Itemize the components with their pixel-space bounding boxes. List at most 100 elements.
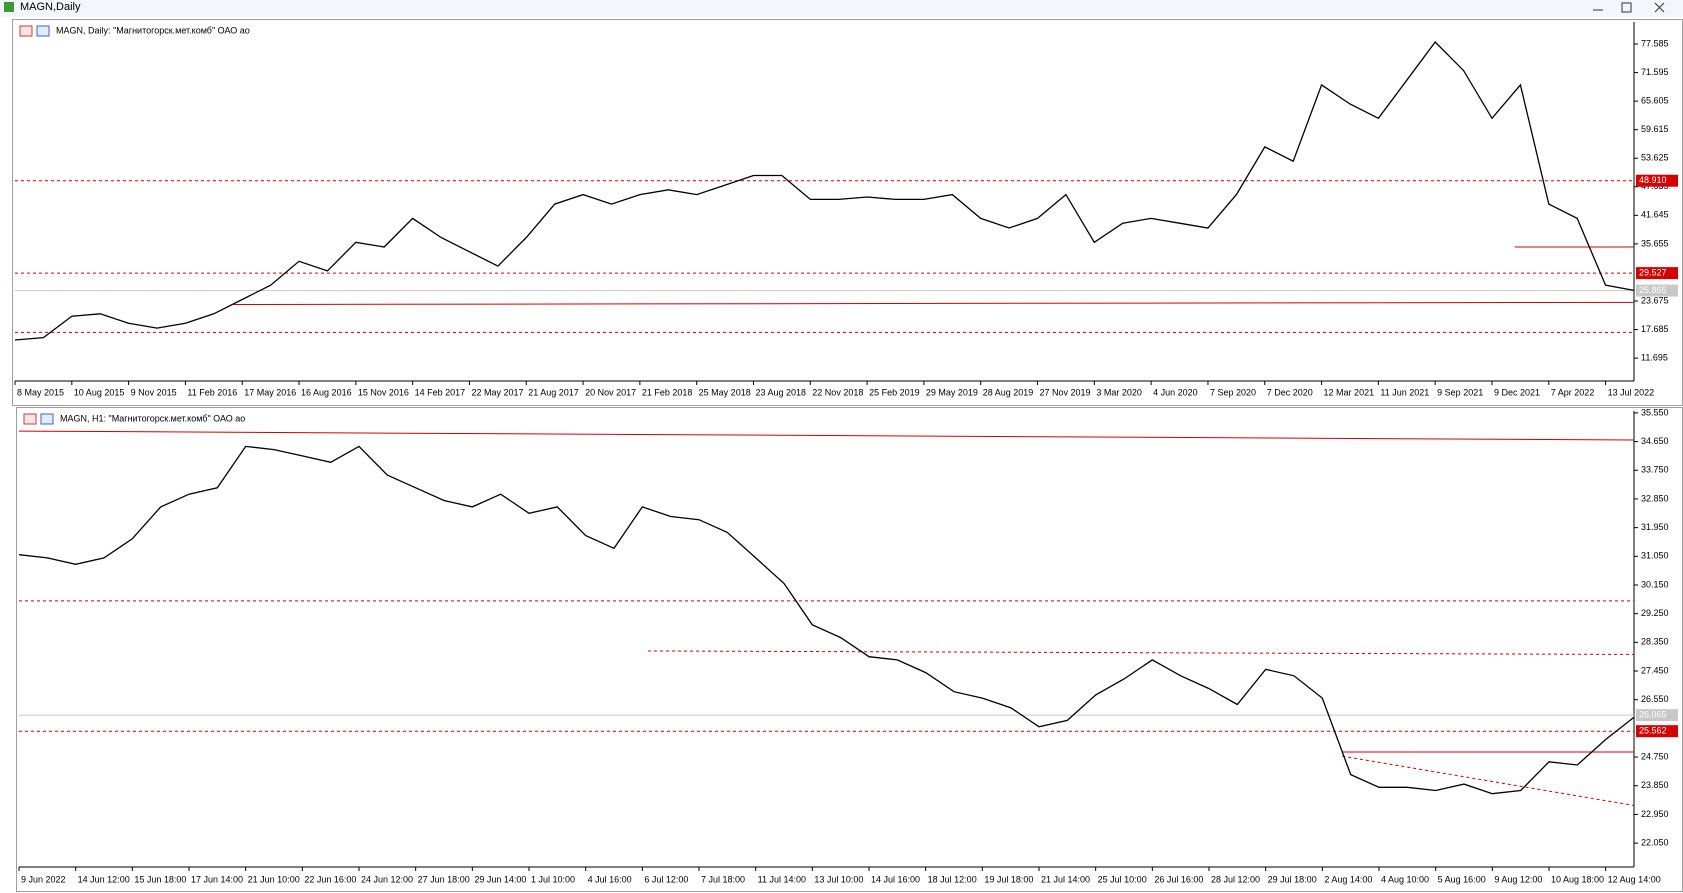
x-tick-label: 9 Sep 2021 <box>1437 387 1483 397</box>
y-tick-label: 31.050 <box>1641 551 1669 561</box>
toolbar-icon[interactable] <box>23 413 37 425</box>
x-tick-label: 18 Jul 12:00 <box>928 874 977 884</box>
x-tick-label: 3 Mar 2020 <box>1096 387 1142 397</box>
y-tick-label: 71.595 <box>1641 67 1669 77</box>
x-tick-label: 7 Dec 2020 <box>1267 387 1313 397</box>
price-line <box>18 445 1635 795</box>
x-tick-label: 7 Apr 2022 <box>1551 387 1595 397</box>
trend-line <box>1342 755 1635 806</box>
y-tick-label: 28.350 <box>1641 637 1669 647</box>
x-tick-label: 26 Jul 16:00 <box>1154 874 1203 884</box>
y-tick-label: 32.850 <box>1641 493 1669 503</box>
x-tick-label: 29 Jul 18:00 <box>1268 874 1317 884</box>
y-tick-label: 27.450 <box>1641 665 1669 675</box>
window-icon <box>4 2 14 12</box>
chart-header: MAGN, Daily: "Магнитогорск.мет.комб" ОАО… <box>56 25 250 35</box>
x-tick-label: 1 Jul 10:00 <box>531 874 575 884</box>
x-tick-label: 25 Feb 2019 <box>869 387 920 397</box>
price-tag <box>1636 284 1678 297</box>
window-title: MAGN,Daily <box>20 1 81 13</box>
x-tick-label: 28 Aug 2019 <box>983 387 1034 397</box>
y-tick-label: 11.695 <box>1641 353 1668 363</box>
x-tick-label: 21 Aug 2017 <box>528 387 579 397</box>
close-button[interactable] <box>1654 2 1665 13</box>
x-tick-label: 28 Jul 12:00 <box>1211 874 1260 884</box>
x-tick-label: 25 May 2018 <box>699 387 751 397</box>
x-tick-label: 10 Aug 18:00 <box>1551 874 1604 884</box>
price-tag-label: 29.527 <box>1639 267 1667 277</box>
y-tick-label: 22.050 <box>1641 837 1669 847</box>
price-line <box>14 41 1635 341</box>
x-tick-label: 22 Jun 16:00 <box>304 874 356 884</box>
price-tag-label: 25.865 <box>1639 285 1667 295</box>
x-tick-label: 29 Jun 14:00 <box>474 874 526 884</box>
toolbar-icon[interactable] <box>40 413 54 425</box>
x-tick-label: 12 Aug 14:00 <box>1608 874 1661 884</box>
x-tick-label: 29 May 2019 <box>926 387 978 397</box>
y-tick-label: 26.550 <box>1641 694 1669 704</box>
x-tick-label: 7 Sep 2020 <box>1210 387 1256 397</box>
y-tick-label: 17.685 <box>1641 324 1669 334</box>
y-tick-label: 23.850 <box>1641 780 1669 790</box>
price-tag-label: 48.910 <box>1639 175 1667 185</box>
toolbar-icon[interactable] <box>36 25 50 37</box>
x-tick-label: 21 Feb 2018 <box>642 387 693 397</box>
y-tick-label: 31.950 <box>1641 522 1669 532</box>
x-tick-label: 13 Jul 10:00 <box>814 874 863 884</box>
x-tick-label: 19 Jul 18:00 <box>984 874 1033 884</box>
x-tick-label: 9 Dec 2021 <box>1494 387 1540 397</box>
x-tick-label: 21 Jul 14:00 <box>1041 874 1090 884</box>
y-tick-label: 29.250 <box>1641 608 1669 618</box>
y-tick-label: 22.950 <box>1641 809 1669 819</box>
price-tag-label: 25.562 <box>1639 726 1667 736</box>
y-tick-label: 65.605 <box>1641 95 1669 105</box>
x-tick-label: 12 Mar 2021 <box>1324 387 1375 397</box>
x-tick-label: 4 Jul 16:00 <box>588 874 632 884</box>
x-tick-label: 9 Nov 2015 <box>131 387 177 397</box>
chart-panel <box>16 407 1683 892</box>
x-tick-label: 20 Nov 2017 <box>585 387 636 397</box>
price-tag <box>1636 267 1678 280</box>
x-tick-label: 6 Jul 12:00 <box>644 874 688 884</box>
y-tick-label: 77.585 <box>1641 38 1669 48</box>
x-tick-label: 5 Aug 16:00 <box>1438 874 1486 884</box>
x-tick-label: 7 Jul 18:00 <box>701 874 745 884</box>
x-tick-label: 4 Jun 2020 <box>1153 387 1198 397</box>
x-tick-label: 25 Jul 10:00 <box>1098 874 1147 884</box>
chart-panel <box>12 19 1683 406</box>
x-tick-label: 4 Aug 10:00 <box>1381 874 1429 884</box>
price-tag <box>1636 174 1678 187</box>
x-tick-label: 22 Nov 2018 <box>812 387 863 397</box>
price-tag <box>1636 725 1678 738</box>
x-tick-label: 14 Jun 12:00 <box>78 874 130 884</box>
x-tick-label: 24 Jun 12:00 <box>361 874 413 884</box>
x-tick-label: 17 May 2016 <box>244 387 296 397</box>
trend-line <box>647 650 1635 655</box>
x-tick-label: 15 Jun 18:00 <box>134 874 186 884</box>
x-tick-label: 16 Aug 2016 <box>301 387 352 397</box>
toolbar-icon[interactable] <box>19 25 33 37</box>
x-tick-label: 11 Jul 14:00 <box>758 874 806 884</box>
x-tick-label: 9 Jun 2022 <box>21 874 66 884</box>
x-tick-label: 23 Aug 2018 <box>755 387 806 397</box>
maximize-button[interactable] <box>1621 2 1632 13</box>
trend-line <box>233 301 1635 306</box>
y-tick-label: 23.675 <box>1641 295 1669 305</box>
chart-header: MAGN, H1: "Магнитогорск.мет.комб" ОАО ао <box>60 413 245 423</box>
y-tick-label: 41.645 <box>1641 210 1669 220</box>
price-tag-label: 26.065 <box>1639 710 1667 720</box>
x-tick-label: 13 Jul 2022 <box>1608 387 1655 397</box>
x-tick-label: 27 Nov 2019 <box>1040 387 1091 397</box>
x-tick-label: 2 Aug 14:00 <box>1324 874 1372 884</box>
x-tick-label: 14 Feb 2017 <box>415 387 466 397</box>
trend-line <box>18 430 1635 441</box>
x-tick-label: 11 Jun 2021 <box>1380 387 1429 397</box>
x-tick-label: 14 Jul 16:00 <box>871 874 920 884</box>
title-bar <box>0 0 1683 17</box>
y-tick-label: 34.650 <box>1641 436 1669 446</box>
y-tick-label: 59.615 <box>1641 124 1669 134</box>
x-tick-label: 8 May 2015 <box>17 387 64 397</box>
x-tick-label: 15 Nov 2016 <box>358 387 409 397</box>
price-tag <box>1636 709 1678 722</box>
y-tick-label: 24.750 <box>1641 751 1669 761</box>
